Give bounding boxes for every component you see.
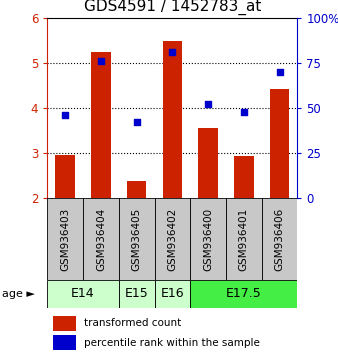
Bar (91, 52, 111, 198)
Bar (198, 128, 218, 198)
Bar (119, 280, 154, 308)
Text: GSM936406: GSM936406 (274, 207, 285, 270)
Text: age ►: age ► (2, 289, 34, 299)
Bar (234, 156, 254, 198)
Text: GSM936404: GSM936404 (96, 207, 106, 270)
Bar (53, 316, 76, 331)
Text: E15: E15 (125, 287, 148, 300)
Bar (119, 198, 154, 280)
Point (63, 112, 68, 118)
Bar (163, 41, 182, 198)
Bar (55, 155, 75, 198)
Point (277, 69, 282, 75)
Point (206, 102, 211, 107)
Bar (47, 198, 83, 280)
Bar (190, 198, 226, 280)
Point (134, 120, 139, 125)
Text: percentile rank within the sample: percentile rank within the sample (84, 337, 260, 348)
Text: GSM936400: GSM936400 (203, 207, 213, 270)
Bar (53, 335, 76, 350)
Point (170, 49, 175, 55)
Text: E16: E16 (161, 287, 184, 300)
Text: GSM936402: GSM936402 (167, 207, 177, 270)
Bar (262, 198, 297, 280)
Text: transformed count: transformed count (84, 318, 182, 329)
Point (241, 109, 246, 114)
Bar (270, 89, 289, 198)
Bar (47, 280, 119, 308)
Bar (154, 198, 190, 280)
Text: GSM936401: GSM936401 (239, 207, 249, 270)
Bar (226, 198, 262, 280)
Title: GDS4591 / 1452783_at: GDS4591 / 1452783_at (84, 0, 261, 15)
Bar (190, 280, 297, 308)
Bar (127, 181, 146, 198)
Text: GSM936405: GSM936405 (131, 207, 142, 270)
Text: E14: E14 (71, 287, 95, 300)
Bar (83, 198, 119, 280)
Bar (154, 280, 190, 308)
Text: E17.5: E17.5 (226, 287, 262, 300)
Text: GSM936403: GSM936403 (60, 207, 70, 270)
Point (98, 58, 104, 64)
